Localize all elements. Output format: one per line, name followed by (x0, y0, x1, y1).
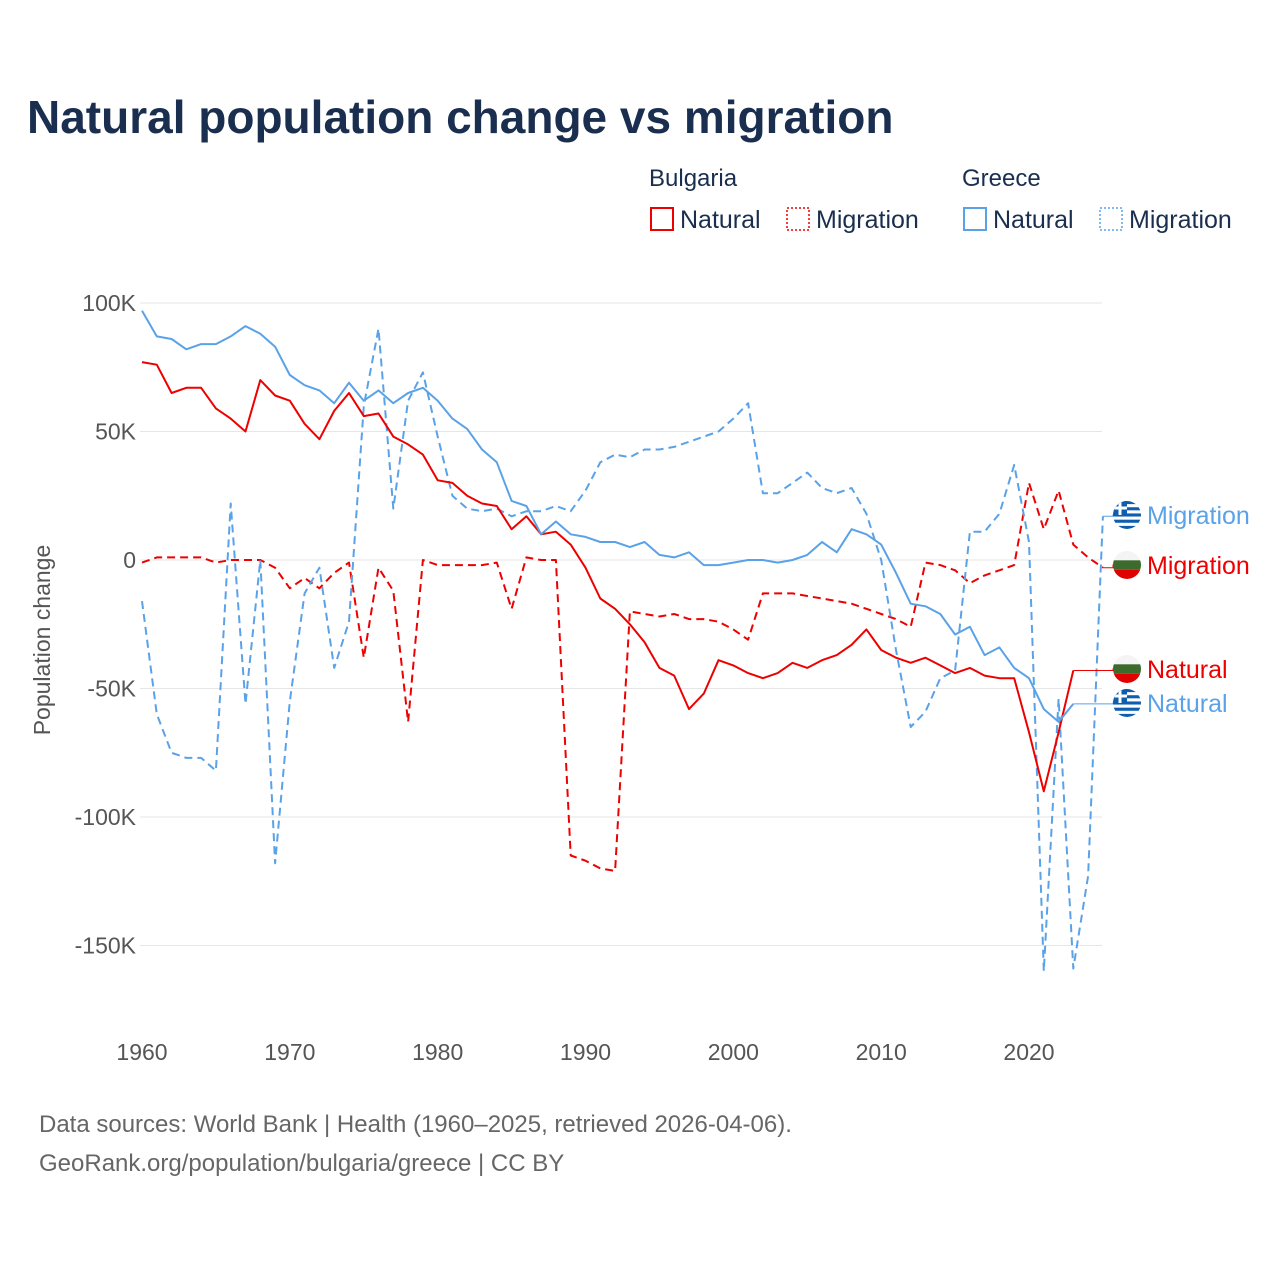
y-tick-label: -150K (75, 933, 137, 959)
series-line-bulgaria-natural[interactable] (141, 361, 1075, 793)
greece-flag-icon (1113, 689, 1141, 717)
legend-label-bulgaria-migration[interactable]: Migration (816, 206, 919, 234)
legend-swatch-bulgaria-natural[interactable] (650, 207, 674, 231)
x-tick-label: 1970 (264, 1039, 315, 1065)
y-tick-label: 100K (82, 290, 136, 316)
y-tick-label: -50K (87, 676, 136, 702)
legend-label-greece-migration[interactable]: Migration (1129, 206, 1232, 234)
x-tick-label: 1990 (560, 1039, 611, 1065)
y-axis-title: Population change (29, 545, 55, 736)
grid (140, 302, 1102, 946)
series-line-bulgaria-migration[interactable] (141, 481, 1104, 872)
x-tick-label: 2010 (856, 1039, 907, 1065)
x-tick-label: 1960 (116, 1039, 167, 1065)
legend-swatch-greece-migration[interactable] (1099, 207, 1123, 231)
x-tick-labels: 1960 1970 1980 1990 2000 2010 2020 (116, 1039, 1054, 1065)
y-tick-label: -100K (75, 804, 137, 830)
footer-sources: Data sources: World Bank | Health (1960–… (39, 1111, 792, 1138)
legend: Bulgaria Greece Natural Migration Natura… (649, 165, 1232, 234)
greece-flag-icon (1113, 501, 1141, 529)
y-tick-labels: 100K 50K 0 -50K -100K -150K (75, 290, 137, 959)
end-label-greece-natural: Natural (1147, 690, 1228, 718)
end-label-greece-migration: Migration (1147, 502, 1250, 530)
footer-attribution[interactable]: GeoRank.org/population/bulgaria/greece |… (39, 1150, 564, 1177)
series-line-greece-natural[interactable] (141, 310, 1075, 723)
x-tick-label: 2020 (1003, 1039, 1054, 1065)
x-tick-label: 1980 (412, 1039, 463, 1065)
bulgaria-flag-icon (1113, 551, 1141, 579)
end-labels: Natural Migration Natural Migration (1073, 501, 1250, 718)
legend-group-greece: Greece (962, 165, 1041, 192)
legend-group-bulgaria: Bulgaria (649, 165, 738, 192)
legend-label-greece-natural[interactable]: Natural (993, 206, 1074, 234)
bulgaria-flag-icon (1113, 655, 1141, 683)
chart-title: Natural population change vs migration (27, 91, 893, 143)
legend-swatch-bulgaria-migration[interactable] (786, 207, 810, 231)
y-tick-label: 50K (95, 419, 137, 445)
legend-swatch-greece-natural[interactable] (963, 207, 987, 231)
series-line-greece-migration[interactable] (141, 327, 1104, 973)
x-tick-label: 2000 (708, 1039, 759, 1065)
end-label-bulgaria-natural: Natural (1147, 656, 1228, 684)
end-label-bulgaria-migration: Migration (1147, 552, 1250, 580)
legend-label-bulgaria-natural[interactable]: Natural (680, 206, 761, 234)
series-lines (141, 310, 1104, 973)
y-tick-label: 0 (123, 547, 136, 573)
